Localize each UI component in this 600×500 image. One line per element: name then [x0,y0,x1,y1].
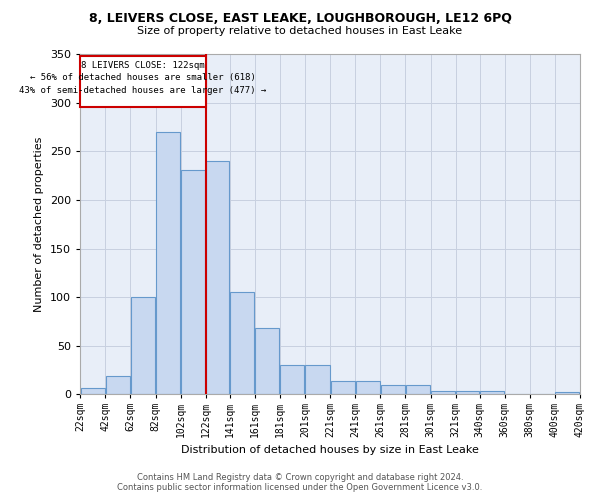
Bar [156,132,180,394]
Bar [131,297,155,394]
Bar [556,392,580,394]
Bar [181,170,205,394]
Bar [331,381,355,394]
Text: Contains HM Land Registry data © Crown copyright and database right 2024.
Contai: Contains HM Land Registry data © Crown c… [118,473,482,492]
Text: 8 LEIVERS CLOSE: 122sqm: 8 LEIVERS CLOSE: 122sqm [81,61,205,70]
Bar [305,366,329,394]
Bar [480,390,504,394]
Bar [356,381,380,394]
Bar [406,384,430,394]
X-axis label: Distribution of detached houses by size in East Leake: Distribution of detached houses by size … [181,445,479,455]
Bar [106,376,130,394]
Text: ← 56% of detached houses are smaller (618): ← 56% of detached houses are smaller (61… [30,74,256,82]
Bar [255,328,280,394]
Y-axis label: Number of detached properties: Number of detached properties [34,136,44,312]
Text: 43% of semi-detached houses are larger (477) →: 43% of semi-detached houses are larger (… [19,86,266,95]
Bar [381,384,405,394]
Bar [280,366,304,394]
Text: 8, LEIVERS CLOSE, EAST LEAKE, LOUGHBOROUGH, LE12 6PQ: 8, LEIVERS CLOSE, EAST LEAKE, LOUGHBOROU… [89,12,511,26]
Bar [80,56,206,106]
Bar [456,390,479,394]
Bar [81,388,105,394]
Text: Size of property relative to detached houses in East Leake: Size of property relative to detached ho… [137,26,463,36]
Bar [206,161,229,394]
Bar [230,292,254,394]
Bar [431,390,455,394]
